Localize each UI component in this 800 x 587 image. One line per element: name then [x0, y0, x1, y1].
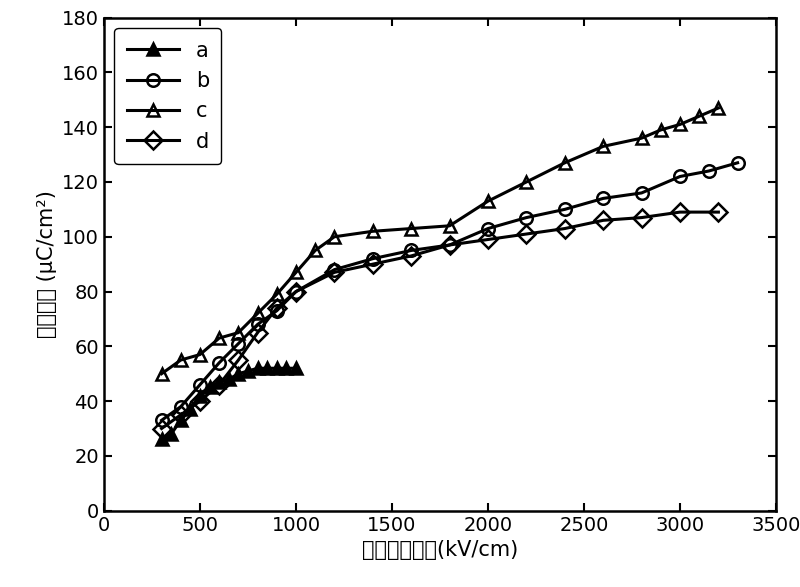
c: [637, 134, 646, 141]
c: [560, 159, 570, 166]
d: [176, 411, 186, 419]
d: [637, 214, 646, 221]
c: [368, 228, 378, 235]
c: [694, 113, 704, 120]
a: [282, 365, 291, 372]
c: [445, 222, 454, 230]
b: [368, 255, 378, 262]
d: [157, 425, 166, 432]
X-axis label: 外加直流电场(kV/cm): 外加直流电场(kV/cm): [362, 540, 518, 560]
Line: a: a: [155, 362, 302, 446]
b: [272, 307, 282, 314]
a: [224, 376, 234, 383]
b: [522, 214, 531, 221]
a: [166, 430, 176, 437]
b: [733, 159, 742, 166]
d: [483, 236, 493, 243]
d: [560, 225, 570, 232]
d: [598, 217, 608, 224]
d: [714, 208, 723, 215]
d: [522, 231, 531, 238]
b: [598, 195, 608, 202]
d: [291, 288, 301, 295]
a: [195, 392, 205, 399]
d: [675, 208, 685, 215]
b: [406, 247, 416, 254]
b: [253, 321, 262, 328]
c: [330, 233, 339, 240]
a: [291, 365, 301, 372]
b: [195, 381, 205, 388]
a: [214, 379, 224, 386]
b: [214, 359, 224, 366]
c: [234, 329, 243, 336]
a: [262, 365, 272, 372]
c: [675, 121, 685, 128]
c: [406, 225, 416, 232]
d: [272, 305, 282, 312]
a: [272, 365, 282, 372]
a: [205, 384, 214, 391]
c: [310, 247, 320, 254]
b: [157, 417, 166, 424]
a: [253, 365, 262, 372]
a: [176, 417, 186, 424]
b: [637, 190, 646, 197]
c: [714, 104, 723, 112]
d: [195, 397, 205, 404]
c: [483, 198, 493, 205]
c: [522, 178, 531, 185]
b: [704, 167, 714, 174]
b: [176, 403, 186, 410]
c: [157, 370, 166, 377]
Line: b: b: [155, 157, 744, 427]
d: [214, 381, 224, 388]
a: [243, 367, 253, 375]
a: [157, 436, 166, 443]
Y-axis label: 极化强度 (μC/cm²): 极化强度 (μC/cm²): [37, 190, 57, 338]
Line: c: c: [155, 102, 725, 380]
c: [195, 351, 205, 358]
d: [234, 356, 243, 363]
c: [598, 143, 608, 150]
c: [272, 291, 282, 298]
d: [368, 261, 378, 268]
d: [445, 241, 454, 248]
d: [253, 329, 262, 336]
b: [483, 225, 493, 232]
b: [445, 241, 454, 248]
b: [560, 206, 570, 213]
d: [330, 269, 339, 276]
a: [186, 406, 195, 413]
Line: d: d: [155, 206, 725, 435]
b: [291, 288, 301, 295]
b: [675, 173, 685, 180]
d: [406, 252, 416, 259]
c: [656, 126, 666, 133]
c: [176, 356, 186, 363]
b: [234, 340, 243, 347]
Legend: a, b, c, d: a, b, c, d: [114, 28, 222, 164]
b: [330, 266, 339, 273]
c: [291, 269, 301, 276]
c: [253, 310, 262, 317]
a: [234, 370, 243, 377]
c: [214, 335, 224, 342]
